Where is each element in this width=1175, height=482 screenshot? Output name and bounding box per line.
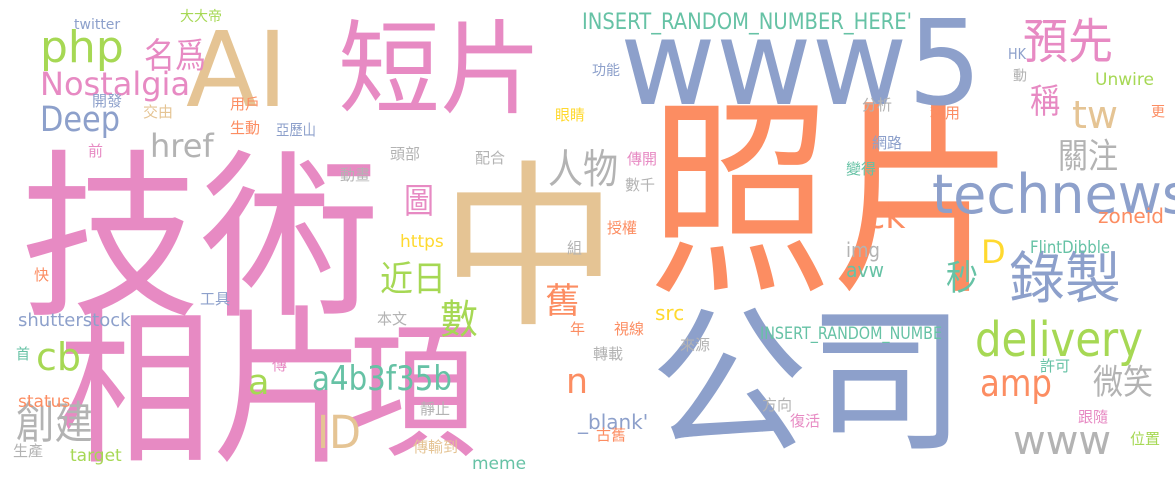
word-shutterstock: shutterstock [18,310,131,331]
word-cjk-8: 項 [348,307,477,479]
word-cjk-34: 圖 [404,182,435,222]
word-cjk-59: 眼睛 [555,106,586,124]
word-cjk-66: 頭部 [390,145,421,163]
word-cjk-92: 更 [1149,104,1165,118]
word-www5: www5 [620,0,983,132]
word-cjk-0: 照片 [648,78,1016,324]
word-cjk-74: 組 [567,239,583,257]
word-cjk-2: 中 [440,145,618,352]
word-insert-random-number-here: INSERT_RANDOM_NUMBER_HERE' [582,10,912,35]
word-https: https [400,232,444,252]
word-unwire: Unwire [1095,70,1154,90]
word-delivery: delivery [975,312,1144,368]
word-cjk-33: 舊 [545,282,581,322]
word-www: www [1013,418,1112,464]
word-cjk-79: 許可 [1040,357,1071,375]
word-cjk-62: 生動 [230,119,261,137]
word-cjk-86: 位置 [1130,430,1161,448]
word-cjk-91: 快 [34,266,50,284]
word-cjk-12: 預先 [1023,14,1113,70]
word-twitter: twitter [74,17,121,33]
word-deep: Deep [40,100,120,140]
word-cjk-55: 功能 [592,63,620,79]
word-cjk-57: 開發 [92,92,123,110]
word-flintdibble: FlintDibble [1030,238,1111,258]
word-cjk-56: 用戶 [230,95,261,113]
word-cb: cb [36,335,82,379]
word-meme: meme [472,454,527,474]
word-d: D [981,233,1006,271]
word-cjk-3: 相片 [58,291,367,482]
word-ai: AI [186,9,288,131]
word-cjk-67: 配合 [475,149,506,167]
word-technews: technews [932,163,1175,226]
word-cjk-63: 亞歷山 [276,121,317,139]
word-cjk-82: 轉載 [593,345,624,363]
word-insert-random-numbe: INSERT_RANDOM_NUMBE [760,324,943,343]
word-cjk-54: 大大帝 [180,9,222,25]
word-cjk-93: 動 [1011,68,1027,82]
word-tw: tw [1072,93,1118,137]
word-amp: amp [980,361,1053,405]
word-cjk-64: 網路 [872,134,903,152]
word-cjk-85: 跟隨 [1078,408,1109,426]
word-ck: ck [866,197,906,237]
word-img: img [846,238,880,262]
word-cjk-83: 靜止 [420,400,451,418]
word-cjk-30: 微笑 [1093,363,1154,403]
word-cjk-58: 交由 [143,103,174,121]
word-cjk-80: 首 [16,345,30,363]
word-status: status [18,392,71,412]
word-cjk-77: 視線 [614,320,645,338]
word-n: n [566,362,589,402]
word-cjk-61: 利用 [930,104,961,122]
word-cjk-22: 關注 [1058,137,1119,177]
word-cjk-11: 錄製 [1009,247,1121,312]
word-cjk-87: 復活 [790,412,821,430]
word-cjk-29: 近日 [380,260,447,300]
word-href: href [150,127,214,165]
word-cjk-69: 變得 [846,160,877,178]
word-cjk-90: 生產 [13,442,44,460]
word-avw: avw [846,258,884,282]
word-cjk-68: 傳開 [627,150,658,168]
word-cjk-72: 授權 [607,219,638,237]
word-cjk-6: 短片 [338,11,542,130]
word-src: src [655,301,685,325]
word-cjk-16: 人物 [548,146,619,193]
word-blank: _blank' [578,410,649,434]
word-cjk-75: 本文 [377,310,408,328]
word-php: php [40,22,124,73]
word-a: a [248,363,270,403]
word-cjk-73: 工具 [200,290,231,308]
word-nostalgia: Nostalgia [40,65,191,103]
word-a4b3f35b: a4b3f35b [312,359,452,398]
word-hk: HK [1008,46,1026,63]
word-cjk-84: 方向 [762,396,793,414]
word-cjk-89: 傳輸到 [413,438,459,456]
word-cjk-27: 創建 [16,398,94,449]
word-cjk-76: 年 [570,320,586,338]
word-cjk-60: 分析 [862,96,893,114]
word-cjk-81: 傳 [272,356,288,374]
word-target: target [70,446,122,466]
word-cjk-65: 前 [88,142,104,160]
word-cjk-18: 名爲 [144,37,207,77]
word-cjk-1: 技術 [20,135,381,344]
word-cjk-78: 來源 [680,336,711,354]
word-cjk-7: 公司 [650,291,966,475]
word-cjk-35: 秒 [946,259,979,299]
word-cjk-31: 稱 [1030,82,1061,122]
word-cjk-88: 古舊 [596,426,627,444]
word-cjk-32: 數 [440,297,478,343]
word-cjk-70: 動畫 [340,166,371,184]
word-id: ID [317,406,362,459]
word-zoneid: zoneid [1098,204,1164,228]
word-cjk-71: 數千 [625,176,656,194]
